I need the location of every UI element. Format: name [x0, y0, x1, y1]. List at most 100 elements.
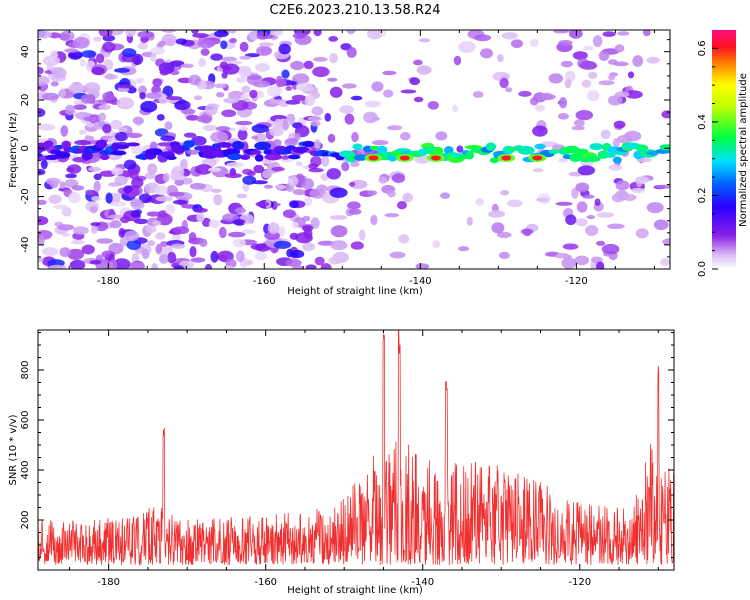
- spectrogram-noise-blob: [505, 87, 513, 93]
- spectrogram-noise-blob: [662, 238, 670, 246]
- spectrogram-noise-blob: [142, 248, 150, 260]
- spectrogram-noise-blob: [91, 196, 101, 202]
- spectrogram-noise-blob: [147, 240, 156, 247]
- spectrogram-band-blob: [125, 142, 140, 147]
- spectrogram-band-blob: [302, 140, 315, 148]
- spectrogram-noise-blob: [350, 241, 364, 250]
- spectrogram-noise-blob: [188, 74, 201, 86]
- spectrogram-noise-blob: [588, 71, 598, 80]
- spectrogram-noise-blob: [174, 179, 185, 186]
- spectrogram-noise-blob: [191, 30, 199, 35]
- spectrogram-noise-blob: [266, 85, 282, 97]
- spectrogram-noise-blob: [341, 161, 350, 172]
- spectrogram-noise-blob: [295, 161, 303, 166]
- spectrogram-noise-blob: [64, 179, 79, 188]
- spectrogram-noise-blob: [42, 92, 60, 101]
- spectrogram-noise-blob: [346, 30, 356, 35]
- spectrogram-noise-blob: [532, 125, 548, 137]
- spectrogram-noise-blob: [500, 190, 510, 196]
- spectrogram-noise-blob: [135, 77, 144, 84]
- spectrogram-noise-blob: [108, 214, 124, 219]
- spectrogram-noise-blob: [631, 187, 645, 194]
- spectrogram-noise-blob: [123, 185, 133, 194]
- spectrogram-noise-blob: [80, 94, 94, 104]
- spectrogram-noise-blob: [529, 38, 539, 48]
- spectrogram-noise-blob: [397, 201, 407, 210]
- spectrogram-peak: [368, 155, 379, 161]
- spectrogram-noise-blob: [324, 112, 332, 122]
- snr-x-tick-label: -120: [568, 577, 591, 588]
- spectrogram-noise-blob: [413, 96, 424, 103]
- snr-y-axis-label: SNR (10 * v/v): [8, 414, 19, 485]
- snr-frame: [37, 329, 675, 571]
- spectrogram-noise-blob: [286, 248, 293, 258]
- spectrogram-noise-blob: [473, 34, 492, 42]
- spectrogram-band-blob: [485, 142, 497, 151]
- spectrogram-noise-blob: [228, 231, 246, 238]
- spectrogram-noise-blob: [90, 222, 101, 227]
- spectrogram-noise-blob: [122, 48, 137, 58]
- spectrogram-noise-blob: [282, 119, 289, 131]
- spectrogram-noise-blob: [69, 259, 86, 269]
- spectrogram-noise-blob: [564, 78, 572, 89]
- spectrogram-noise-blob: [456, 145, 464, 153]
- spectrogram-noise-blob: [371, 140, 389, 146]
- spectrogram-image: [38, 30, 670, 269]
- spectrogram-noise-blob: [60, 125, 69, 137]
- spectrogram-noise-blob: [155, 232, 166, 240]
- spectrogram-noise-blob: [555, 201, 573, 206]
- spectrogram-noise-blob: [239, 41, 249, 52]
- spectrogram-noise-blob: [378, 176, 388, 184]
- spectrogram-noise-blob: [232, 238, 246, 248]
- spectrogram-noise-blob: [532, 168, 544, 173]
- spectrogram-noise-blob: [84, 82, 101, 94]
- spectrogram-noise-blob: [453, 55, 462, 66]
- spectrogram-noise-blob: [282, 209, 296, 218]
- spectrogram-noise-blob: [614, 91, 630, 98]
- spectrogram-band-blob: [655, 148, 670, 154]
- spectrogram-noise-blob: [151, 263, 158, 269]
- spectrogram-noise-blob: [208, 219, 221, 229]
- spectrogram-noise-blob: [349, 181, 356, 187]
- spectrogram-noise-blob: [50, 181, 59, 189]
- spectrogram-noise-blob: [171, 233, 181, 241]
- spectrogram-noise-blob: [91, 66, 105, 76]
- spectrogram-noise-blob: [256, 45, 273, 56]
- spectrogram-noise-blob: [210, 131, 229, 143]
- spectrogram-noise-blob: [223, 97, 240, 104]
- spectrogram-band-blob: [166, 155, 177, 160]
- spectrogram-noise-blob: [273, 240, 292, 249]
- spectrogram-noise-blob: [221, 56, 237, 62]
- spectrogram-noise-blob: [285, 86, 292, 91]
- spectrogram-noise-blob: [72, 226, 89, 235]
- snr-y-tick-label: 600: [20, 410, 31, 429]
- spectrogram-y-tick-label: 0: [20, 145, 31, 151]
- spectrogram-noise-blob: [109, 220, 122, 229]
- spectrogram-noise-blob: [173, 199, 188, 205]
- spectrogram-noise-blob: [301, 178, 315, 190]
- spectrogram-noise-blob: [124, 230, 139, 242]
- spectrogram-band-blob: [489, 157, 499, 164]
- spectrogram-noise-blob: [313, 30, 322, 37]
- spectrogram-noise-blob: [197, 39, 215, 49]
- spectrogram-noise-blob: [111, 167, 124, 176]
- spectrogram-band-blob: [464, 145, 483, 150]
- spectrogram-noise-blob: [57, 224, 75, 231]
- spectrogram-noise-blob: [140, 100, 158, 113]
- spectrogram-noise-blob: [201, 217, 212, 227]
- spectrogram-noise-blob: [585, 225, 599, 236]
- spectrogram-band-blob: [254, 154, 264, 162]
- spectrogram-noise-blob: [155, 243, 163, 254]
- spectrogram-noise-blob: [150, 53, 157, 62]
- spectrogram-noise-blob: [303, 197, 313, 207]
- spectrogram-band-blob: [288, 154, 301, 160]
- spectrogram-noise-blob: [341, 83, 357, 89]
- spectrogram-noise-blob: [308, 163, 319, 170]
- spectrogram-noise-blob: [329, 53, 338, 64]
- spectrogram-noise-blob: [614, 44, 625, 53]
- spectrogram-band-blob: [517, 145, 535, 155]
- spectrogram-noise-blob: [635, 228, 649, 239]
- spectrogram-noise-blob: [590, 256, 603, 264]
- spectrogram-noise-blob: [314, 138, 321, 150]
- colorbar: 0.0 0.2 0.4 0.6 Normalized spectral amplitu…: [697, 30, 749, 277]
